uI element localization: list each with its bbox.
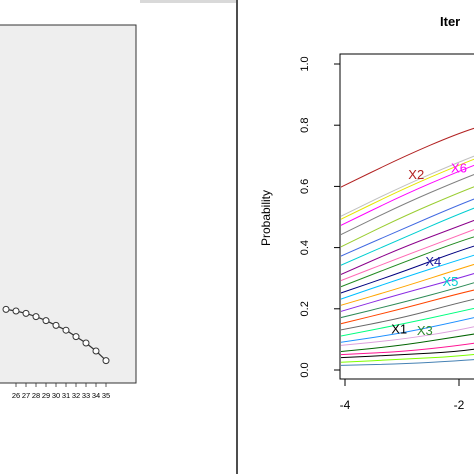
left-x-tick-label: 34 bbox=[92, 391, 100, 400]
left-data-point bbox=[82, 339, 90, 347]
right-series-line bbox=[341, 282, 474, 319]
right-series-line bbox=[341, 348, 474, 359]
right-annotation: X6 bbox=[451, 161, 467, 176]
left-data-point bbox=[102, 357, 110, 365]
right-series-line bbox=[341, 263, 474, 306]
left-data-point bbox=[32, 313, 40, 321]
left-x-tick-label: 33 bbox=[82, 391, 90, 400]
right-series-line bbox=[341, 353, 474, 363]
left-x-ticks: 26 27 28 29 30 31 32 33 34 35 bbox=[12, 383, 110, 400]
right-series bbox=[341, 127, 474, 366]
left-x-tick-label: 27 bbox=[22, 391, 30, 400]
right-series-line bbox=[341, 298, 474, 331]
right-annotation: X4 bbox=[425, 254, 441, 269]
left-x-tick-label: 31 bbox=[62, 391, 70, 400]
right-y-tick-label: 0.0 bbox=[299, 362, 311, 377]
right-series-line bbox=[341, 174, 474, 236]
right-plot-area bbox=[339, 53, 474, 380]
right-y-tick-label: 0.4 bbox=[299, 240, 311, 255]
right-series-line bbox=[341, 229, 474, 282]
left-data-point bbox=[2, 305, 10, 313]
right-series-line bbox=[341, 155, 474, 217]
left-x-tick-label: 26 bbox=[12, 391, 20, 400]
left-plot-area bbox=[0, 24, 137, 384]
right-y-tick-label: 0.8 bbox=[299, 118, 311, 133]
right-series-line bbox=[341, 245, 474, 294]
right-annotation: X2 bbox=[408, 167, 424, 182]
right-series-line bbox=[341, 307, 474, 337]
right-x-tick-label: -2 bbox=[454, 398, 465, 412]
right-series-line bbox=[341, 127, 474, 188]
right-axes: 0.0 0.2 0.4 0.6 0.8 1.0 -4 -2 bbox=[299, 56, 465, 412]
right-series-line bbox=[341, 207, 474, 266]
top-strip bbox=[140, 0, 236, 3]
right-x-tick-label: -4 bbox=[340, 398, 351, 412]
right-series-line bbox=[341, 198, 474, 257]
right-series-line bbox=[341, 158, 474, 220]
left-data-point bbox=[22, 309, 30, 317]
right-series-line bbox=[341, 333, 474, 352]
right-series-line bbox=[341, 254, 474, 300]
right-series-line bbox=[341, 289, 474, 325]
left-panel: 26 27 28 29 30 31 32 33 34 35 bbox=[0, 24, 137, 400]
right-series-line bbox=[341, 326, 474, 346]
right-y-axis-label: Probability bbox=[259, 190, 273, 246]
right-series-line bbox=[341, 273, 474, 312]
left-data-point bbox=[62, 326, 70, 334]
right-series-line bbox=[341, 186, 474, 248]
right-annotation: X1 bbox=[391, 321, 407, 336]
left-x-tick-label: 30 bbox=[52, 391, 60, 400]
left-data-point bbox=[72, 333, 80, 341]
left-data-point bbox=[42, 317, 50, 325]
left-x-tick-label: 32 bbox=[72, 391, 80, 400]
right-chart-title: Iter bbox=[440, 14, 460, 29]
right-series-line bbox=[341, 219, 474, 275]
right-series-line bbox=[341, 236, 474, 288]
right-y-tick-label: 0.6 bbox=[299, 179, 311, 194]
left-x-tick-label: 28 bbox=[32, 391, 40, 400]
left-data-point bbox=[52, 321, 60, 329]
left-series bbox=[2, 305, 110, 365]
right-y-tick-label: 0.2 bbox=[299, 301, 311, 316]
right-series-line bbox=[341, 342, 474, 356]
left-x-tick-label: 35 bbox=[102, 391, 110, 400]
right-series-line bbox=[341, 164, 474, 226]
left-x-tick-label: 29 bbox=[42, 391, 50, 400]
right-y-tick-label: 1.0 bbox=[299, 56, 311, 71]
right-series-line bbox=[341, 317, 474, 343]
right-series-line bbox=[341, 359, 474, 366]
right-annotation: X3 bbox=[417, 323, 433, 338]
right-annotation: X5 bbox=[442, 274, 458, 289]
right-panel: Iter Probability 0.00.20.40.60.81.0-4 -2 … bbox=[259, 14, 474, 412]
left-data-point bbox=[12, 307, 20, 315]
left-data-point bbox=[92, 347, 100, 355]
